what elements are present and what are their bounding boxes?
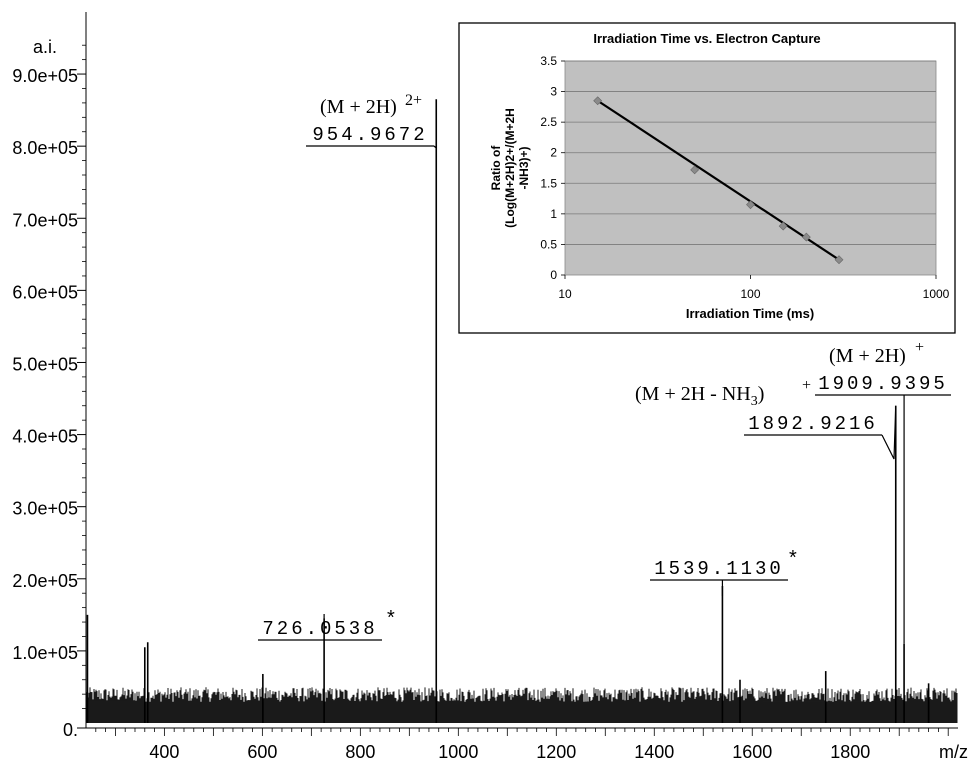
inset-data-point	[834, 255, 844, 265]
inset-y-axis-label-line: Ratio of	[489, 145, 503, 191]
inset-x-axis-label: Irradiation Time (ms)	[686, 306, 814, 321]
inset-y-tick-label: 1	[550, 207, 557, 221]
peak-mass-label: 726.0538	[262, 618, 377, 640]
ion-label-subscript: 3	[751, 394, 758, 409]
x-tick-label: 1000	[438, 742, 478, 762]
ion-charge: 2+	[405, 92, 422, 109]
peak-mass-label: 1539.1130	[654, 558, 784, 580]
inset-data-point	[690, 165, 700, 175]
ion-label-text: (M + 2H - NH	[635, 383, 751, 405]
inset-x-tick-label: 100	[740, 287, 760, 301]
inset-plot-area	[564, 60, 937, 276]
x-tick-label: 800	[345, 742, 375, 762]
inset-y-tick-label: 1.5	[540, 176, 557, 190]
y-tick-label: 2.0e+05	[12, 571, 78, 591]
x-tick-label: 1600	[732, 742, 772, 762]
annotation-leader	[881, 405, 897, 460]
y-tick-label: 4.0e+05	[12, 427, 78, 447]
inset-chart: 0 0.5 1 1.5 2 2.5 3 3.5 10 100 1000 Irradiation Tim…	[458, 22, 956, 334]
peak-marker: *	[387, 607, 395, 629]
inset-y-tick-label: 3.5	[540, 54, 557, 68]
inset-x-tick-label: 10	[558, 287, 572, 301]
ion-charge: +	[802, 377, 811, 394]
inset-y-tick-label: 2	[550, 146, 557, 160]
inset-y-tick-label: 0	[550, 268, 557, 282]
ion-label: (M + 2H)	[320, 96, 397, 118]
peak-mass-label: 1909.9395	[818, 373, 948, 395]
y-tick-label: 8.0e+05	[12, 138, 78, 158]
inset-y-tick-label: 0.5	[540, 237, 557, 251]
y-axis-label: a.i.	[33, 37, 57, 57]
x-tick-label: 1800	[830, 742, 870, 762]
inset-y-axis-label-line: (Log(M+2H)2+/(M+2H	[503, 108, 517, 228]
y-tick-label: 3.0e+05	[12, 499, 78, 519]
inset-y-tick-label: 2.5	[540, 115, 557, 129]
ion-charge: +	[915, 339, 924, 356]
peak-marker: *	[789, 547, 797, 569]
inset-data-point	[801, 232, 811, 242]
ion-label: (M + 2H - NH3)	[635, 383, 764, 409]
y-tick-label: 1.0e+05	[12, 643, 78, 663]
inset-y-tick-label: 3	[550, 85, 557, 99]
inset-y-axis-label-line: -NH3)+)	[517, 146, 531, 189]
inset-x-tick-label: 1000	[923, 287, 950, 301]
inset-y-axis-label: Ratio of(Log(M+2H)2+/(M+2H-NH3)+)	[489, 108, 531, 228]
peak-mass-label: 954.9672	[312, 124, 427, 146]
inset-data-point	[746, 200, 755, 210]
inset-trendline	[597, 99, 840, 261]
ion-label: (M + 2H)	[829, 345, 906, 367]
y-tick-label: 9.0e+05	[12, 66, 78, 86]
y-tick-label: 0.	[63, 720, 78, 740]
y-tick-label: 6.0e+05	[12, 282, 78, 302]
annotation-leader	[433, 145, 437, 149]
peak-mass-label: 1892.9216	[748, 413, 878, 435]
y-tick-label: 5.0e+05	[12, 354, 78, 374]
inset-data-point	[593, 96, 603, 106]
main-spectrum-chart: 0. 1.0e+05 2.0e+05 3.0e+05 4.0e+05 5.0e+05 6.0…	[12, 12, 968, 762]
inset-title: Irradiation Time vs. Electron Capture	[593, 31, 820, 46]
x-tick-label: 1400	[634, 742, 674, 762]
ion-label-close: )	[758, 383, 765, 405]
inset-data-point	[778, 221, 788, 231]
x-axis-label: m/z	[939, 742, 968, 762]
x-tick-label: 1200	[536, 742, 576, 762]
x-tick-label: 600	[247, 742, 277, 762]
y-tick-label: 7.0e+05	[12, 210, 78, 230]
x-tick-label: 400	[149, 742, 179, 762]
